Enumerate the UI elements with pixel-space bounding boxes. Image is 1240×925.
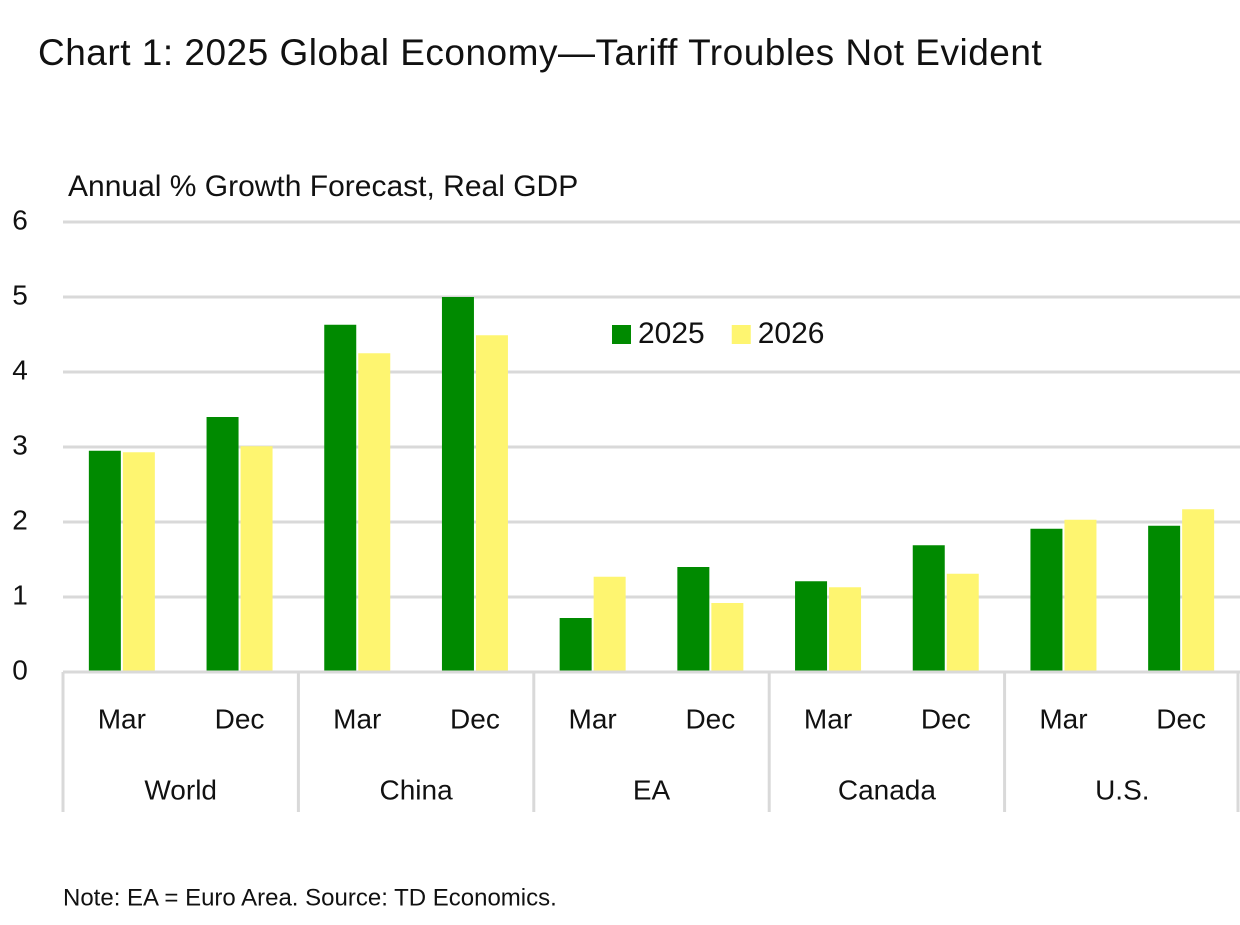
x-tick-label: Dec	[921, 703, 971, 734]
bar	[795, 581, 828, 672]
y-tick-label: 5	[12, 279, 28, 310]
bar	[1148, 525, 1181, 672]
x-tick-label: Mar	[1039, 703, 1087, 734]
x-tick-label: Dec	[450, 703, 500, 734]
chart-title: Chart 1: 2025 Global Economy—Tariff Trou…	[38, 32, 1043, 73]
x-tick-label: Mar	[333, 703, 381, 734]
x-tick-label: Mar	[569, 703, 617, 734]
note: Note: EA = Euro Area. Source: TD Economi…	[63, 884, 557, 911]
y-tick-label: 3	[12, 429, 28, 460]
legend-label: 2026	[758, 317, 825, 350]
group-label: China	[380, 774, 454, 805]
bar	[677, 567, 710, 672]
bar	[829, 587, 862, 672]
bar	[240, 446, 273, 672]
group-label: World	[144, 774, 217, 805]
bar	[593, 576, 626, 672]
bar	[1030, 528, 1063, 672]
bar	[1064, 519, 1097, 672]
bar	[206, 417, 239, 672]
bar	[358, 353, 391, 672]
y-axis-label: Annual % Growth Forecast, Real GDP	[68, 170, 578, 203]
legend-swatch	[731, 325, 751, 344]
legend-swatch	[612, 325, 631, 344]
bar	[475, 335, 508, 672]
bar	[88, 450, 121, 672]
y-tick-label: 1	[12, 579, 28, 610]
bar	[559, 618, 592, 672]
group-label: U.S.	[1095, 774, 1149, 805]
y-tick-label: 2	[12, 504, 28, 535]
y-tick-label: 6	[12, 204, 28, 235]
x-tick-label: Mar	[804, 703, 852, 734]
group-label: EA	[633, 774, 671, 805]
x-tick-label: Dec	[215, 703, 265, 734]
bar	[441, 297, 474, 672]
bar	[946, 573, 979, 672]
bar	[711, 603, 744, 672]
x-tick-label: Mar	[98, 703, 146, 734]
bar	[122, 452, 155, 672]
bar	[324, 324, 357, 672]
legend-label: 2025	[638, 317, 705, 350]
y-tick-label: 4	[12, 354, 28, 385]
group-label: Canada	[838, 774, 937, 805]
bar	[912, 545, 945, 672]
x-tick-label: Dec	[685, 703, 735, 734]
x-tick-label: Dec	[1156, 703, 1206, 734]
y-tick-label: 0	[12, 654, 28, 685]
bar	[1182, 509, 1215, 672]
